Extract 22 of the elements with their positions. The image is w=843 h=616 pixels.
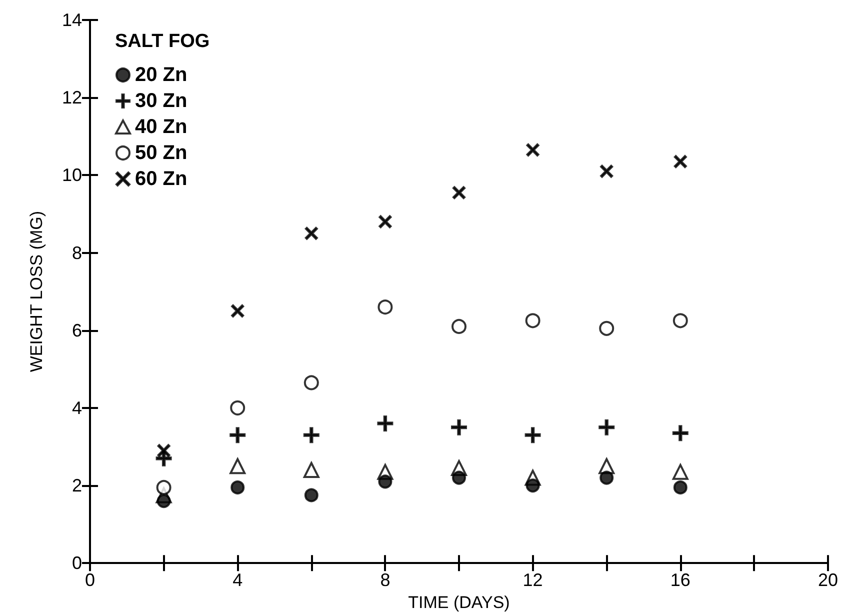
legend-label: 30 Zn — [135, 90, 188, 112]
x-tick-label: 16 — [670, 570, 690, 590]
x-tick-label: 20 — [818, 570, 838, 590]
legend-label: 60 Zn — [135, 168, 188, 190]
legend-title: SALT FOG — [115, 31, 210, 52]
y-tick-label: 2 — [72, 476, 82, 496]
x-tick-label: 8 — [380, 570, 390, 590]
y-tick-label: 6 — [72, 320, 82, 340]
y-tick-label: 14 — [62, 10, 82, 30]
y-tick-label: 12 — [62, 88, 82, 108]
legend-label: 20 Zn — [135, 64, 188, 86]
x-tick-label: 4 — [232, 570, 243, 590]
y-tick-label: 0 — [72, 553, 82, 574]
legend-label: 50 Zn — [135, 142, 188, 164]
y-tick-label: 8 — [72, 242, 82, 263]
x-axis-title: TIME (DAYS) — [408, 593, 510, 612]
x-tick-label: 0 — [84, 570, 96, 590]
y-tick-label: 10 — [62, 165, 82, 186]
legend-label: 40 Zn — [135, 116, 188, 138]
y-axis-title: WEIGHT LOSS (MG) — [27, 210, 46, 372]
y-tick-label: 4 — [72, 398, 82, 418]
x-tick-label: 12 — [522, 570, 543, 590]
